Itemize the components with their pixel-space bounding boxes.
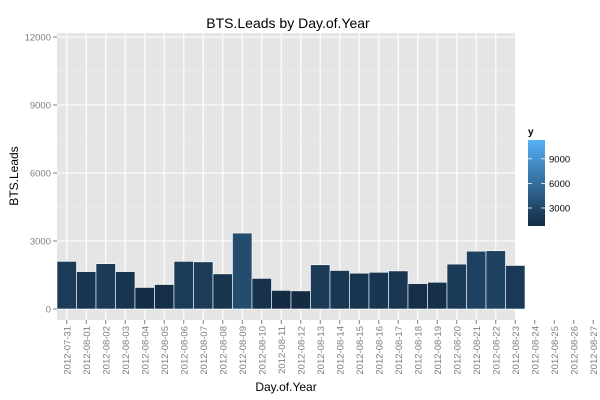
bar-2012-08-17 <box>388 270 409 310</box>
bar-2012-07-31 <box>56 261 77 310</box>
bar-2012-08-15 <box>349 272 370 310</box>
x-tick-label: 2012-08-25 <box>550 326 561 375</box>
x-tick-label: 2012-08-02 <box>101 326 112 375</box>
x-tick-label: 2012-08-05 <box>160 326 171 375</box>
x-tick-label: 2012-08-18 <box>413 326 424 375</box>
x-tick-label: 2012-08-15 <box>355 326 366 375</box>
bar-2012-08-11 <box>271 290 292 310</box>
bar-2012-08-06 <box>173 261 194 310</box>
y-tick-label: 9000 <box>30 101 51 112</box>
bar-2012-08-23 <box>505 265 526 310</box>
x-tick-label: 2012-08-22 <box>491 326 502 375</box>
bar-2012-08-05 <box>154 284 175 310</box>
chart-title: BTS.Leads by Day.of.Year <box>206 15 370 31</box>
legend-ticks: 3000 6000 9000 <box>528 154 570 214</box>
bar-2012-08-22 <box>485 250 506 310</box>
x-axis-label: Day.of.Year <box>255 380 316 394</box>
bar-2012-08-08 <box>212 273 233 310</box>
bar-2012-08-14 <box>329 270 350 310</box>
x-tick-label: 2012-08-08 <box>218 326 229 375</box>
x-tick-label: 2012-08-03 <box>121 326 132 375</box>
legend-title: y <box>528 127 534 138</box>
x-tick-label: 2012-08-27 <box>589 326 600 375</box>
y-axis-label: BTS.Leads <box>7 146 21 205</box>
bar-2012-08-04 <box>134 287 155 310</box>
legend-colorbar <box>528 140 545 226</box>
bar-2012-08-03 <box>115 271 136 310</box>
y-tick-label: 6000 <box>30 169 51 180</box>
bar-2012-08-13 <box>310 264 331 310</box>
x-tick-label: 2012-08-20 <box>452 326 463 375</box>
x-tick-label: 2012-08-23 <box>511 326 522 375</box>
x-axis-ticks: 2012-07-31 2012-08-01 2012-08-02 2012-08-03… <box>62 320 600 375</box>
bar-2012-08-02 <box>95 263 116 310</box>
x-tick-label: 2012-07-31 <box>62 326 73 375</box>
x-tick-label: 2012-08-16 <box>374 326 385 375</box>
bars-group <box>56 232 526 310</box>
x-tick-label: 2012-08-21 <box>472 326 483 375</box>
x-tick-label: 2012-08-26 <box>569 326 580 375</box>
y-tick-label: 0 <box>46 305 51 316</box>
x-tick-label: 2012-08-19 <box>433 326 444 375</box>
bar-2012-08-18 <box>407 283 428 310</box>
bar-2012-08-21 <box>466 250 487 310</box>
x-tick-label: 2012-08-09 <box>238 326 249 375</box>
bar-2012-08-01 <box>76 271 97 310</box>
bar-2012-08-19 <box>427 281 448 310</box>
x-tick-label: 2012-08-11 <box>277 326 288 374</box>
x-tick-label: 2012-08-24 <box>530 326 541 375</box>
x-tick-label: 2012-08-14 <box>335 326 346 375</box>
color-legend: y 3000 6000 9000 <box>528 127 570 226</box>
x-tick-label: 2012-08-12 <box>296 326 307 375</box>
x-tick-label: 2012-08-13 <box>316 326 327 375</box>
bar-2012-08-09 <box>232 232 253 310</box>
bar-2012-08-07 <box>193 261 214 310</box>
bar-2012-08-20 <box>446 263 467 310</box>
bar-2012-08-16 <box>368 271 389 310</box>
y-tick-label: 12000 <box>25 33 51 44</box>
y-axis-ticks: 0 3000 6000 9000 12000 <box>25 33 57 316</box>
legend-tick-label: 6000 <box>549 179 570 190</box>
legend-tick-label: 9000 <box>549 154 570 165</box>
x-tick-label: 2012-08-04 <box>140 326 151 375</box>
x-tick-label: 2012-08-17 <box>394 326 405 375</box>
x-tick-label: 2012-08-06 <box>179 326 190 375</box>
x-tick-label: 2012-08-07 <box>199 326 210 375</box>
bar-2012-08-10 <box>251 278 272 310</box>
y-tick-label: 3000 <box>30 237 51 248</box>
x-tick-label: 2012-08-01 <box>82 326 93 375</box>
bar-2012-08-12 <box>290 290 311 310</box>
legend-tick-label: 3000 <box>549 203 570 214</box>
x-tick-label: 2012-08-10 <box>257 326 268 375</box>
